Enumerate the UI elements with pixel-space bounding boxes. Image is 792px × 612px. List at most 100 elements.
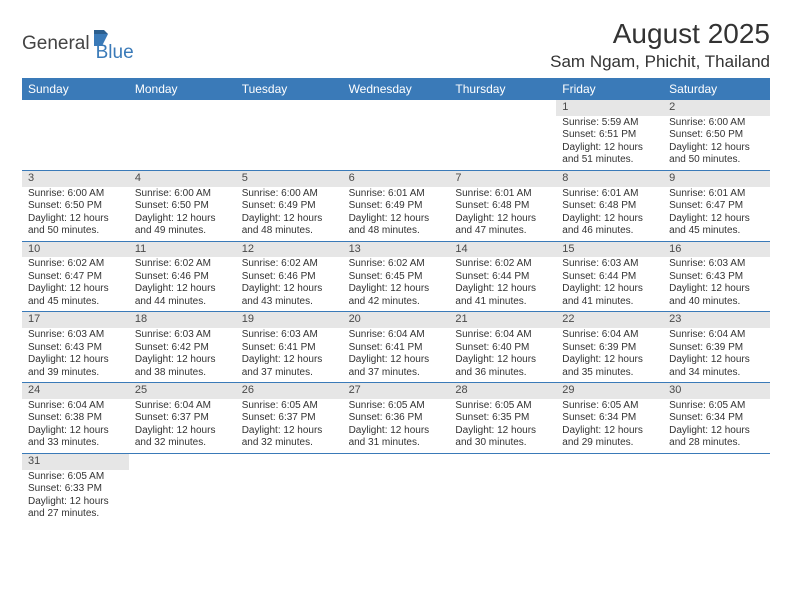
day-body: Sunrise: 6:01 AMSunset: 6:49 PMDaylight:… <box>343 187 450 241</box>
day-body: Sunrise: 6:00 AMSunset: 6:49 PMDaylight:… <box>236 187 343 241</box>
week-row: 1Sunrise: 5:59 AMSunset: 6:51 PMDaylight… <box>22 100 770 171</box>
daylight-line: Daylight: 12 hours and 33 minutes. <box>28 425 123 450</box>
day-number: 10 <box>22 242 129 258</box>
daylight-line: Daylight: 12 hours and 51 minutes. <box>562 142 657 167</box>
day-body: Sunrise: 6:00 AMSunset: 6:50 PMDaylight:… <box>663 116 770 170</box>
logo-text-general: General <box>22 33 90 55</box>
sunset-line: Sunset: 6:50 PM <box>135 200 230 213</box>
sunrise-line: Sunrise: 6:04 AM <box>669 329 764 342</box>
day-number: 1 <box>556 100 663 116</box>
day-number: 6 <box>343 171 450 187</box>
daylight-line: Daylight: 12 hours and 48 minutes. <box>242 213 337 238</box>
empty-cell <box>449 454 556 524</box>
day-body: Sunrise: 6:05 AMSunset: 6:37 PMDaylight:… <box>236 399 343 453</box>
day-number: 3 <box>22 171 129 187</box>
sunrise-line: Sunrise: 6:03 AM <box>135 329 230 342</box>
day-number: 5 <box>236 171 343 187</box>
day-cell: 5Sunrise: 6:00 AMSunset: 6:49 PMDaylight… <box>236 171 343 241</box>
sunset-line: Sunset: 6:35 PM <box>455 412 550 425</box>
day-cell: 3Sunrise: 6:00 AMSunset: 6:50 PMDaylight… <box>22 171 129 241</box>
sunset-line: Sunset: 6:43 PM <box>669 271 764 284</box>
day-body: Sunrise: 6:03 AMSunset: 6:42 PMDaylight:… <box>129 328 236 382</box>
day-number: 4 <box>129 171 236 187</box>
day-number: 7 <box>449 171 556 187</box>
day-cell: 15Sunrise: 6:03 AMSunset: 6:44 PMDayligh… <box>556 242 663 312</box>
daylight-line: Daylight: 12 hours and 41 minutes. <box>455 283 550 308</box>
day-number: 24 <box>22 383 129 399</box>
day-body: Sunrise: 6:04 AMSunset: 6:39 PMDaylight:… <box>663 328 770 382</box>
day-number: 30 <box>663 383 770 399</box>
day-cell: 24Sunrise: 6:04 AMSunset: 6:38 PMDayligh… <box>22 383 129 453</box>
sunrise-line: Sunrise: 6:04 AM <box>349 329 444 342</box>
empty-cell <box>449 100 556 170</box>
sunrise-line: Sunrise: 6:05 AM <box>242 400 337 413</box>
daylight-line: Daylight: 12 hours and 50 minutes. <box>669 142 764 167</box>
daylight-line: Daylight: 12 hours and 37 minutes. <box>242 354 337 379</box>
weekday-header: Tuesday <box>236 78 343 100</box>
day-body: Sunrise: 6:03 AMSunset: 6:44 PMDaylight:… <box>556 257 663 311</box>
daylight-line: Daylight: 12 hours and 44 minutes. <box>135 283 230 308</box>
weekday-header: Monday <box>129 78 236 100</box>
day-body: Sunrise: 6:04 AMSunset: 6:40 PMDaylight:… <box>449 328 556 382</box>
day-cell: 26Sunrise: 6:05 AMSunset: 6:37 PMDayligh… <box>236 383 343 453</box>
day-number: 21 <box>449 312 556 328</box>
sunset-line: Sunset: 6:44 PM <box>455 271 550 284</box>
day-body: Sunrise: 6:05 AMSunset: 6:34 PMDaylight:… <box>556 399 663 453</box>
day-cell: 8Sunrise: 6:01 AMSunset: 6:48 PMDaylight… <box>556 171 663 241</box>
sunset-line: Sunset: 6:46 PM <box>242 271 337 284</box>
sunset-line: Sunset: 6:33 PM <box>28 483 123 496</box>
sunset-line: Sunset: 6:41 PM <box>242 342 337 355</box>
day-cell: 13Sunrise: 6:02 AMSunset: 6:45 PMDayligh… <box>343 242 450 312</box>
daylight-line: Daylight: 12 hours and 48 minutes. <box>349 213 444 238</box>
day-body: Sunrise: 6:04 AMSunset: 6:39 PMDaylight:… <box>556 328 663 382</box>
weekday-header: Friday <box>556 78 663 100</box>
day-number: 25 <box>129 383 236 399</box>
day-cell: 7Sunrise: 6:01 AMSunset: 6:48 PMDaylight… <box>449 171 556 241</box>
sunset-line: Sunset: 6:39 PM <box>669 342 764 355</box>
day-number: 12 <box>236 242 343 258</box>
sunset-line: Sunset: 6:51 PM <box>562 129 657 142</box>
sunrise-line: Sunrise: 6:04 AM <box>135 400 230 413</box>
day-cell: 12Sunrise: 6:02 AMSunset: 6:46 PMDayligh… <box>236 242 343 312</box>
day-body: Sunrise: 6:00 AMSunset: 6:50 PMDaylight:… <box>129 187 236 241</box>
sunrise-line: Sunrise: 6:01 AM <box>562 188 657 201</box>
week-row: 17Sunrise: 6:03 AMSunset: 6:43 PMDayligh… <box>22 312 770 383</box>
day-cell: 10Sunrise: 6:02 AMSunset: 6:47 PMDayligh… <box>22 242 129 312</box>
sunset-line: Sunset: 6:37 PM <box>135 412 230 425</box>
sunset-line: Sunset: 6:50 PM <box>669 129 764 142</box>
day-body: Sunrise: 6:02 AMSunset: 6:44 PMDaylight:… <box>449 257 556 311</box>
sunrise-line: Sunrise: 6:02 AM <box>135 258 230 271</box>
day-number: 18 <box>129 312 236 328</box>
sunrise-line: Sunrise: 6:02 AM <box>28 258 123 271</box>
sunset-line: Sunset: 6:47 PM <box>669 200 764 213</box>
page-title: August 2025 <box>550 18 770 50</box>
calendar: SundayMondayTuesdayWednesdayThursdayFrid… <box>22 78 770 524</box>
weekday-header: Saturday <box>663 78 770 100</box>
title-block: August 2025 Sam Ngam, Phichit, Thailand <box>550 18 770 72</box>
sunset-line: Sunset: 6:46 PM <box>135 271 230 284</box>
daylight-line: Daylight: 12 hours and 47 minutes. <box>455 213 550 238</box>
weekday-header: Thursday <box>449 78 556 100</box>
day-number: 17 <box>22 312 129 328</box>
sunrise-line: Sunrise: 6:02 AM <box>455 258 550 271</box>
day-body: Sunrise: 6:00 AMSunset: 6:50 PMDaylight:… <box>22 187 129 241</box>
sunrise-line: Sunrise: 6:03 AM <box>242 329 337 342</box>
sunrise-line: Sunrise: 6:05 AM <box>669 400 764 413</box>
day-number: 29 <box>556 383 663 399</box>
sunset-line: Sunset: 6:42 PM <box>135 342 230 355</box>
day-number: 9 <box>663 171 770 187</box>
day-body: Sunrise: 6:01 AMSunset: 6:48 PMDaylight:… <box>556 187 663 241</box>
day-number: 16 <box>663 242 770 258</box>
sunrise-line: Sunrise: 6:04 AM <box>455 329 550 342</box>
sunset-line: Sunset: 6:34 PM <box>562 412 657 425</box>
day-body: Sunrise: 6:04 AMSunset: 6:37 PMDaylight:… <box>129 399 236 453</box>
daylight-line: Daylight: 12 hours and 32 minutes. <box>242 425 337 450</box>
day-number: 22 <box>556 312 663 328</box>
sunrise-line: Sunrise: 6:01 AM <box>669 188 764 201</box>
empty-cell <box>236 454 343 524</box>
day-number: 14 <box>449 242 556 258</box>
empty-cell <box>343 100 450 170</box>
day-body: Sunrise: 6:02 AMSunset: 6:47 PMDaylight:… <box>22 257 129 311</box>
sunrise-line: Sunrise: 6:04 AM <box>28 400 123 413</box>
daylight-line: Daylight: 12 hours and 50 minutes. <box>28 213 123 238</box>
